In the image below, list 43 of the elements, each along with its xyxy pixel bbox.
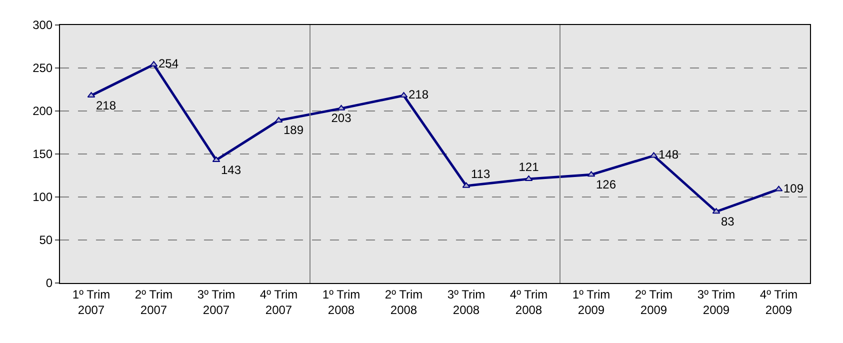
data-label: 148 [658, 148, 679, 162]
point [212, 156, 220, 162]
data-label: 113 [471, 167, 490, 182]
x-tick-label: 1º Trim 2007 [72, 287, 110, 317]
point [650, 152, 658, 158]
x-tick-label: 2º Trim 2007 [134, 287, 173, 317]
point [587, 171, 596, 177]
x-tick-label: 4º Trim 2008 [510, 287, 548, 317]
data-label: 218 [408, 88, 429, 102]
point [337, 104, 346, 110]
data-label: 83 [721, 214, 735, 228]
data-label: 109 [784, 181, 804, 196]
x-tick-label: 3º Trim 2007 [197, 287, 236, 317]
y-tick-label: 0 [46, 276, 53, 290]
data-label: 126 [596, 177, 616, 192]
point [712, 208, 720, 214]
y-tick-label: 200 [32, 104, 53, 118]
x-tick-label: 3º Trim 2009 [697, 287, 736, 317]
y-tick-label: 50 [39, 233, 53, 248]
data-label: 143 [221, 162, 242, 177]
x-tick-label: 4º Trim 2009 [760, 287, 798, 317]
x-tick-label: 4º Trim 2007 [260, 287, 298, 317]
point [774, 186, 783, 192]
point [87, 92, 96, 98]
y-tick-label: 300 [32, 18, 53, 32]
point [462, 182, 470, 188]
y-tick-label: 100 [32, 190, 53, 204]
data-label: 121 [518, 160, 540, 174]
x-tick-label: 1º Trim 2008 [322, 287, 360, 317]
data-label: 203 [331, 111, 352, 126]
data-label: 218 [96, 98, 116, 112]
point [400, 92, 408, 98]
x-tick-label: 2º Trim 2008 [384, 287, 423, 317]
point [150, 61, 158, 67]
data-label: 189 [284, 123, 304, 138]
point [274, 116, 283, 122]
x-tick-label: 3º Trim 2008 [447, 287, 486, 317]
data-label: 254 [158, 56, 179, 71]
y-tick-label: 250 [32, 61, 53, 76]
y-tick-label: 150 [32, 147, 53, 162]
x-tick-label: 2º Trim 2009 [634, 287, 673, 317]
x-tick-label: 1º Trim 2009 [572, 287, 610, 317]
point [524, 175, 533, 181]
